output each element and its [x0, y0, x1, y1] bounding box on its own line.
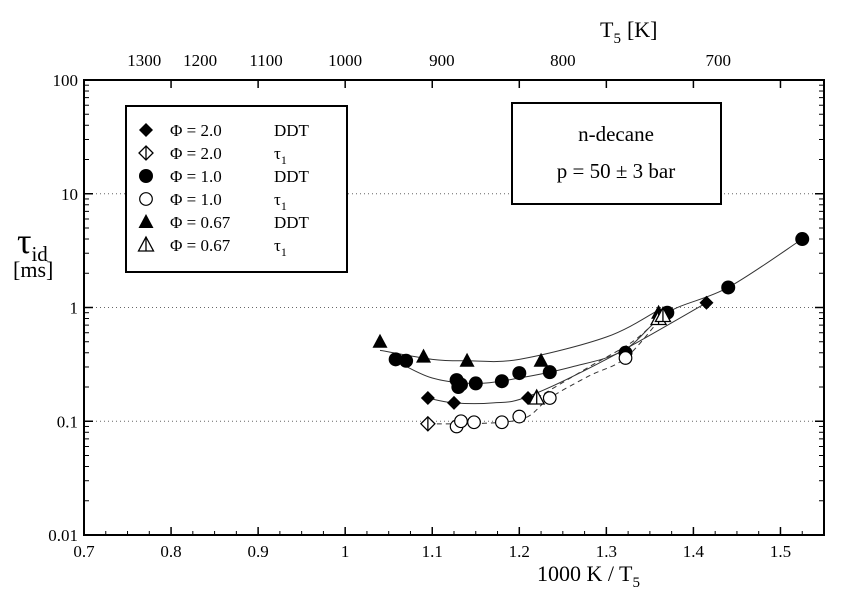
data-point-circle-open [467, 415, 481, 430]
data-point-circle-open [618, 351, 633, 365]
legend-label-sub: 1 [281, 199, 287, 213]
data-point-circle-filled [453, 377, 468, 392]
top-tick-label: 1200 [183, 51, 217, 70]
x-tick-label: 0.8 [160, 542, 181, 561]
data-point-triangle-half [528, 388, 546, 405]
legend-series-label: τ1 [274, 190, 287, 213]
legend-label-sub: 1 [281, 245, 287, 259]
legend-label-main: τ [274, 190, 281, 209]
top-axis-title: T5 [K] [600, 17, 658, 47]
top-axis: 1300 1200 1100 1000 900 800 700 [127, 51, 731, 70]
annotation-box [511, 102, 722, 205]
data-point-triangle-half [654, 306, 672, 323]
top-tick-label: 1100 [249, 51, 282, 70]
legend-box [125, 105, 348, 273]
y-tick-label: 0.1 [57, 412, 78, 431]
x-tick-label: 1.2 [509, 542, 530, 561]
data-point-circle-open [542, 391, 557, 405]
data-point-circle-filled [542, 365, 557, 380]
y-tick-label: 1 [70, 299, 79, 318]
top-tick-label: 700 [706, 51, 732, 70]
x-tick-label: 1.5 [770, 542, 791, 561]
y-tick-label: 10 [61, 185, 78, 204]
data-point-circle-filled [399, 353, 414, 368]
data-point-circle-open [494, 415, 509, 430]
data-point-triangle-filled [372, 333, 388, 348]
legend-label-sub: 1 [281, 153, 287, 167]
legend-series-label: τ1 [274, 144, 287, 167]
top-tick-label: 800 [550, 51, 576, 70]
annotation-pressure: p = 50 ± 3 bar [557, 159, 675, 183]
legend-marker-diamond-half [138, 145, 154, 161]
legend-series-label: DDT [274, 167, 310, 186]
legend-label-main: DDT [274, 121, 310, 140]
data-point-triangle-filled [533, 352, 549, 367]
legend-series-name: Φ = 0.67 [170, 236, 231, 255]
fit-curve-solid [379, 309, 659, 363]
x-tick-label: 1.1 [422, 542, 443, 561]
fit-curve-dashed [536, 318, 659, 399]
x-tick-label: 0.7 [73, 542, 95, 561]
fit-curve-solid [395, 238, 803, 384]
data-point-triangle-filled [459, 352, 475, 367]
legend-series-label: DDT [274, 121, 310, 140]
data-point-circle-open [512, 409, 527, 424]
legend-marker-circle-open [139, 192, 153, 206]
y-axis-unit: [ms] [13, 257, 53, 282]
legend-label-main: τ [274, 236, 281, 255]
legend-series-name: Φ = 1.0 [170, 167, 222, 186]
fit-curves [379, 238, 803, 425]
data-point-circle-filled [512, 366, 527, 381]
legend-marker-triangle-half [137, 235, 155, 252]
x-tick-label: 0.9 [247, 542, 268, 561]
legend-label-main: τ [274, 144, 281, 163]
legend-label-main: DDT [274, 167, 310, 186]
data-point-diamond-half [419, 415, 436, 432]
legend-series-name: Φ = 2.0 [170, 121, 222, 140]
legend-marker-diamond-filled [139, 123, 153, 137]
y-axis-title: τid [17, 221, 48, 266]
legend-series-name: Φ = 0.67 [170, 213, 231, 232]
legend-label-main: DDT [274, 213, 310, 232]
top-tick-label: 1300 [127, 51, 161, 70]
data-point-circle-filled [468, 376, 483, 391]
x-tick-label: 1.4 [683, 542, 705, 561]
legend-series-name: Φ = 1.0 [170, 190, 222, 209]
legend-series-label: τ1 [274, 236, 287, 259]
data-point-diamond-filled [699, 295, 714, 310]
x-axis: 0.7 0.8 0.9 1 1.1 1.2 1.3 1.4 1.5 [73, 80, 825, 561]
top-tick-label: 900 [429, 51, 455, 70]
data-point-triangle-filled [416, 348, 432, 363]
data-point-circle-filled [795, 232, 810, 247]
y-tick-label: 100 [53, 71, 79, 90]
data-point-diamond-filled [447, 395, 461, 410]
annotation-compound: n-decane [578, 122, 654, 146]
data-point-diamond-filled [420, 391, 435, 406]
top-tick-label: 1000 [328, 51, 362, 70]
data-point-circle-filled [494, 374, 509, 389]
legend-marker-triangle-filled [138, 214, 154, 228]
data-points [372, 232, 810, 434]
data-point-circle-open [454, 414, 468, 429]
legend-series-name: Φ = 2.0 [170, 144, 222, 163]
data-point-circle-filled [721, 280, 736, 295]
data-point-circle-filled [388, 352, 403, 367]
y-tick-label: 0.01 [48, 526, 78, 545]
legend-marker-circle-filled [139, 169, 153, 183]
y-axis: 0.01 0.1 1 10 100 [48, 71, 824, 545]
legend-series-label: DDT [274, 213, 310, 232]
x-tick-label: 1.3 [596, 542, 617, 561]
x-tick-label: 1 [341, 542, 350, 561]
x-axis-title: 1000 K / T5 [537, 561, 640, 591]
